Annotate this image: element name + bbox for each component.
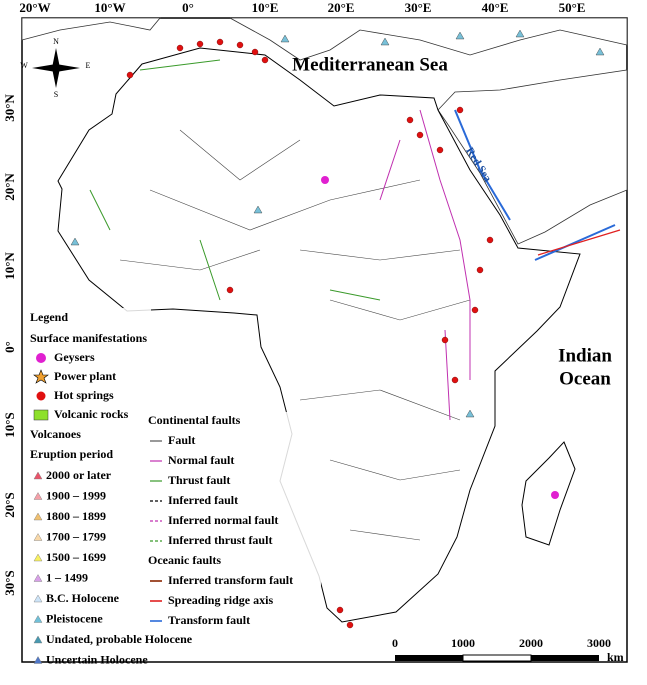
borders <box>119 129 471 541</box>
legend-item: Inferred thrust fault <box>168 533 272 547</box>
ridge-axis <box>537 229 621 256</box>
normal-faults <box>379 109 471 421</box>
legend-item: 1900 – 1999 <box>46 488 106 502</box>
geysers <box>321 176 559 499</box>
legend-symbol <box>33 553 43 562</box>
scale-tick-label: 1000 <box>451 636 475 650</box>
longitude-label: 10°W <box>94 0 125 15</box>
latitude-label: 0° <box>2 341 17 353</box>
legend-heading: Surface manifestations <box>30 331 147 345</box>
scale-tick-label: 0 <box>392 636 398 650</box>
thrust-faults <box>89 59 381 301</box>
legend-item: Geysers <box>54 350 95 364</box>
legend-item: Uncertain Holocene <box>46 652 148 666</box>
latitude-label: 10°N <box>2 252 17 280</box>
legend-item: 2000 or later <box>46 468 112 482</box>
transform-faults <box>454 109 616 261</box>
legend-symbol <box>36 353 46 363</box>
longitude-label: 20°E <box>328 0 355 15</box>
scale-tick-label: 2000 <box>519 636 543 650</box>
legend-item: Pleistocene <box>46 611 103 625</box>
sea-label: Mediterranean Sea <box>292 54 448 75</box>
longitude-label: 50°E <box>559 0 586 15</box>
legend-symbol <box>33 635 43 644</box>
europe-east <box>229 17 628 61</box>
legend-symbol <box>33 533 43 541</box>
legend-item: Hot springs <box>54 388 114 402</box>
landmasses <box>21 17 628 629</box>
legend-item: Inferred transform fault <box>168 573 293 587</box>
legend-item: 1700 – 1799 <box>46 529 106 543</box>
madagascar <box>521 441 576 546</box>
legend-symbol <box>33 656 43 664</box>
latitude-label: 20°N <box>2 173 17 201</box>
legend-title: Legend <box>30 310 68 324</box>
legend-symbol <box>33 492 43 500</box>
legend-item: Spreading ridge axis <box>168 593 273 607</box>
latitude-label: 10°S <box>2 412 17 437</box>
longitude-label: 20°W <box>19 0 50 15</box>
legend-heading: Volcanoes <box>30 427 81 441</box>
legend-item: Volcanic rocks <box>54 407 129 421</box>
longitude-label: 10°E <box>252 0 279 15</box>
arabia <box>437 69 628 245</box>
compass-n: N <box>53 37 59 46</box>
legend-item: 1 – 1499 <box>46 570 88 584</box>
legend-box <box>146 412 321 632</box>
volcanoes <box>70 29 605 418</box>
legend-symbol <box>33 409 49 421</box>
latitude-label: 30°N <box>2 94 17 122</box>
compass-s: S <box>54 90 58 99</box>
legend-symbol <box>33 471 43 480</box>
legend-symbol <box>33 594 43 603</box>
legend-item: Transform fault <box>168 613 250 627</box>
legend-item: Inferred normal fault <box>168 513 278 527</box>
legend-item: B.C. Holocene <box>46 591 120 605</box>
hot-springs <box>126 38 494 629</box>
legend-item: 1500 – 1699 <box>46 550 106 564</box>
latitude-label: 30°S <box>2 570 17 595</box>
ocean-label: Indian <box>558 345 612 366</box>
legend-symbol <box>36 391 46 401</box>
legend-item: Normal fault <box>168 453 234 467</box>
scale-unit: km <box>607 650 624 664</box>
legend-symbol <box>33 512 43 521</box>
compass-e: E <box>86 61 91 70</box>
legend-item: Inferred fault <box>168 493 238 507</box>
legend-heading: Continental faults <box>148 413 241 427</box>
legend-symbol <box>33 369 49 384</box>
legend-symbol <box>33 615 43 623</box>
legend-item: Thrust fault <box>168 473 230 487</box>
legend-box <box>26 308 151 660</box>
longitude-label: 0° <box>182 0 194 15</box>
europe-west <box>21 17 161 41</box>
legend-item: Undated, probable Holocene <box>46 632 193 646</box>
legend-heading: Eruption period <box>30 447 113 461</box>
legend-heading: Oceanic faults <box>148 553 221 567</box>
ocean-label: Ocean <box>559 368 611 389</box>
legend-item: Fault <box>168 433 195 447</box>
longitude-label: 30°E <box>405 0 432 15</box>
scale-tick-label: 3000 <box>587 636 611 650</box>
africa <box>57 47 581 623</box>
legend-item: 1800 – 1899 <box>46 509 106 523</box>
compass-w: W <box>20 61 28 70</box>
latitude-label: 20°S <box>2 492 17 517</box>
legend-symbol <box>33 574 43 582</box>
compass: N S E W <box>20 37 90 99</box>
legend-item: Power plant <box>54 369 116 383</box>
longitude-label: 40°E <box>482 0 509 15</box>
